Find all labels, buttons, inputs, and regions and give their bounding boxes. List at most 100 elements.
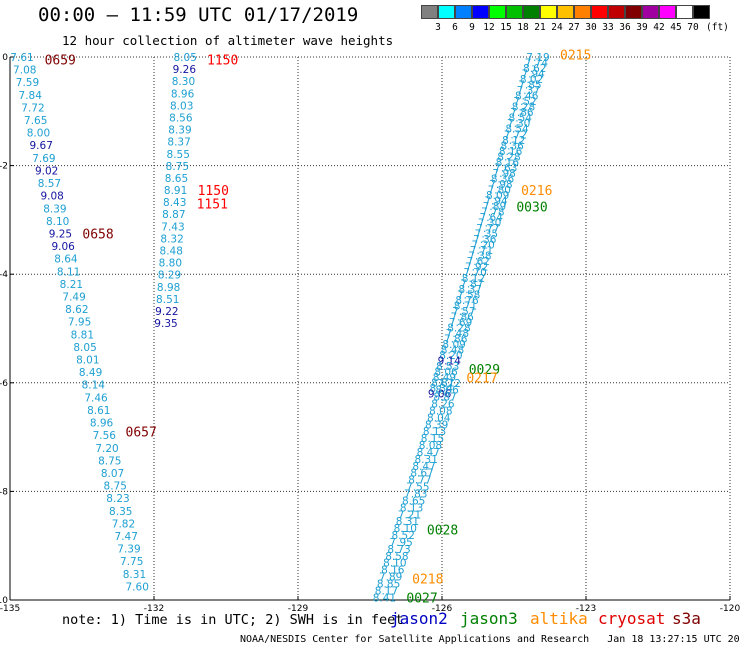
- swh-value: 8.03: [170, 100, 193, 112]
- altimeter-track: 7.197.748.627.948.027.857.378.467.528.28…: [428, 48, 591, 400]
- legend-label: 33: [602, 22, 614, 33]
- swh-value: 8.55: [167, 149, 190, 161]
- map-frame: [9, 57, 730, 601]
- swh-value: 8.02: [520, 74, 543, 86]
- legend-swatch: [523, 5, 540, 19]
- swh-value: 7.08: [13, 65, 36, 77]
- swh-value: 9.22: [155, 306, 178, 318]
- map-subtitle: 12 hour collection of altimeter wave hei…: [62, 33, 394, 48]
- swh-value: 8.62: [523, 63, 546, 75]
- swh-value: 9.14: [438, 356, 462, 368]
- swh-value: 8.06: [434, 367, 458, 379]
- swh-value: 7.60: [126, 581, 149, 593]
- legend-label: 30: [585, 22, 597, 33]
- swh-value: 8.52: [392, 530, 415, 542]
- swh-value: 7.89: [379, 572, 402, 584]
- legend-label: 45: [670, 22, 682, 33]
- legend-swatch: [693, 5, 710, 19]
- swh-value: 8.16: [499, 146, 523, 158]
- swh-value: 8.47: [412, 461, 435, 473]
- swh-value: 9.06: [51, 241, 75, 253]
- legend-swatch: [608, 5, 625, 19]
- x-tick-label: -129: [288, 604, 309, 612]
- swh-value: 8.31: [123, 569, 146, 581]
- x-tick-label: -126: [432, 604, 453, 612]
- swh-value: 9.02: [35, 165, 58, 177]
- time-label: 0028: [427, 523, 458, 538]
- time-label: 0217: [466, 371, 497, 386]
- units-note: note: 1) Time is in UTC; 2) SWH is in fe…: [62, 612, 404, 628]
- legend-swatch: [557, 5, 574, 19]
- swh-value: 8.39: [43, 203, 66, 215]
- satellite-jason2: jason2: [390, 609, 448, 628]
- altimeter-track: 7.617.087.597.847.727.658.009.677.699.02…: [10, 52, 157, 593]
- swh-value: 7.75: [120, 556, 143, 568]
- time-label: 0215: [560, 48, 591, 63]
- legend-label: 42: [653, 22, 665, 33]
- swh-value: 8.39: [168, 125, 191, 137]
- swh-value: 7.58: [457, 289, 480, 301]
- swh-value: 7.72: [21, 102, 44, 114]
- swh-value: 8.37: [167, 137, 190, 149]
- swh-value: 8.04: [427, 412, 451, 424]
- legend-label: 27: [568, 22, 580, 33]
- swh-value: 8.80: [159, 258, 182, 270]
- satellite-cryosat: cryosat: [598, 609, 666, 628]
- swh-value: 8.43: [163, 197, 186, 209]
- swh-value: 7.92: [465, 262, 488, 274]
- swh-value: 8.00: [27, 128, 50, 140]
- legend-label: 36: [619, 22, 631, 33]
- legend-swatch: [625, 5, 642, 19]
- swh-value: 8.28: [497, 151, 520, 163]
- swh-value: 7.20: [95, 443, 118, 455]
- swh-value: 8.65: [402, 495, 425, 507]
- swh-value: 8.57: [38, 178, 61, 190]
- time-label: 0659: [45, 54, 76, 69]
- x-tick-label: -123: [576, 604, 596, 612]
- footer-credit: NOAA/NESDIS Center for Satellite Applica…: [240, 634, 740, 645]
- swh-value: 8.64: [54, 254, 78, 266]
- y-tick-label: -10: [0, 596, 8, 606]
- swh-value: 7.30: [478, 218, 501, 230]
- swh-value: 8.20: [439, 350, 462, 362]
- swh-value: 8.14: [82, 380, 106, 392]
- swh-value: 8.31: [415, 454, 438, 466]
- legend-label: 39: [636, 22, 648, 33]
- swh-value: 7.35: [475, 229, 498, 241]
- legend-swatch: [642, 5, 659, 19]
- swh-value: 8.23: [106, 493, 129, 505]
- swh-value: 7.30: [507, 118, 530, 130]
- swh-value: 8.11: [57, 266, 80, 278]
- y-tick-label: -6: [0, 379, 8, 389]
- swh-value: 8.09: [442, 339, 465, 351]
- swh-value: 8.61: [87, 405, 110, 417]
- time-label: 0658: [82, 227, 113, 242]
- legend-unit: (ft): [706, 22, 729, 33]
- altimeter-track: 8.059.268.308.968.038.568.398.378.558.75…: [154, 52, 238, 330]
- swh-value: 7.52: [513, 96, 536, 108]
- swh-value: 7.49: [62, 292, 85, 304]
- swh-value: 8.49: [433, 372, 456, 384]
- swh-value: 8.10: [46, 216, 69, 228]
- y-tick-label: 0: [2, 53, 8, 63]
- time-label: 0216: [521, 184, 552, 199]
- swh-value: 8.77: [408, 475, 431, 487]
- legend-label: 70: [687, 22, 699, 33]
- swh-value: 7.83: [404, 489, 427, 501]
- swh-value: 8.06: [435, 385, 459, 397]
- swh-value: 7.20: [471, 240, 494, 252]
- legend-swatch: [489, 5, 506, 19]
- swh-value: 8.30: [172, 76, 195, 88]
- swh-value: 8.54: [505, 124, 529, 136]
- swh-value: 8.81: [431, 378, 454, 390]
- swh-value: 8.96: [90, 418, 114, 430]
- swh-value: 8.58: [385, 551, 408, 563]
- swh-value: 7.86: [510, 107, 534, 119]
- swh-value: 8.62: [65, 304, 88, 316]
- swh-value: 8.54: [509, 113, 533, 125]
- swh-value: 7.55: [406, 482, 429, 494]
- swh-value: 8.46: [515, 91, 539, 103]
- swh-value: 8.28: [512, 102, 535, 114]
- swh-value: 7.86: [450, 311, 474, 323]
- swh-value: 8.41: [373, 592, 396, 604]
